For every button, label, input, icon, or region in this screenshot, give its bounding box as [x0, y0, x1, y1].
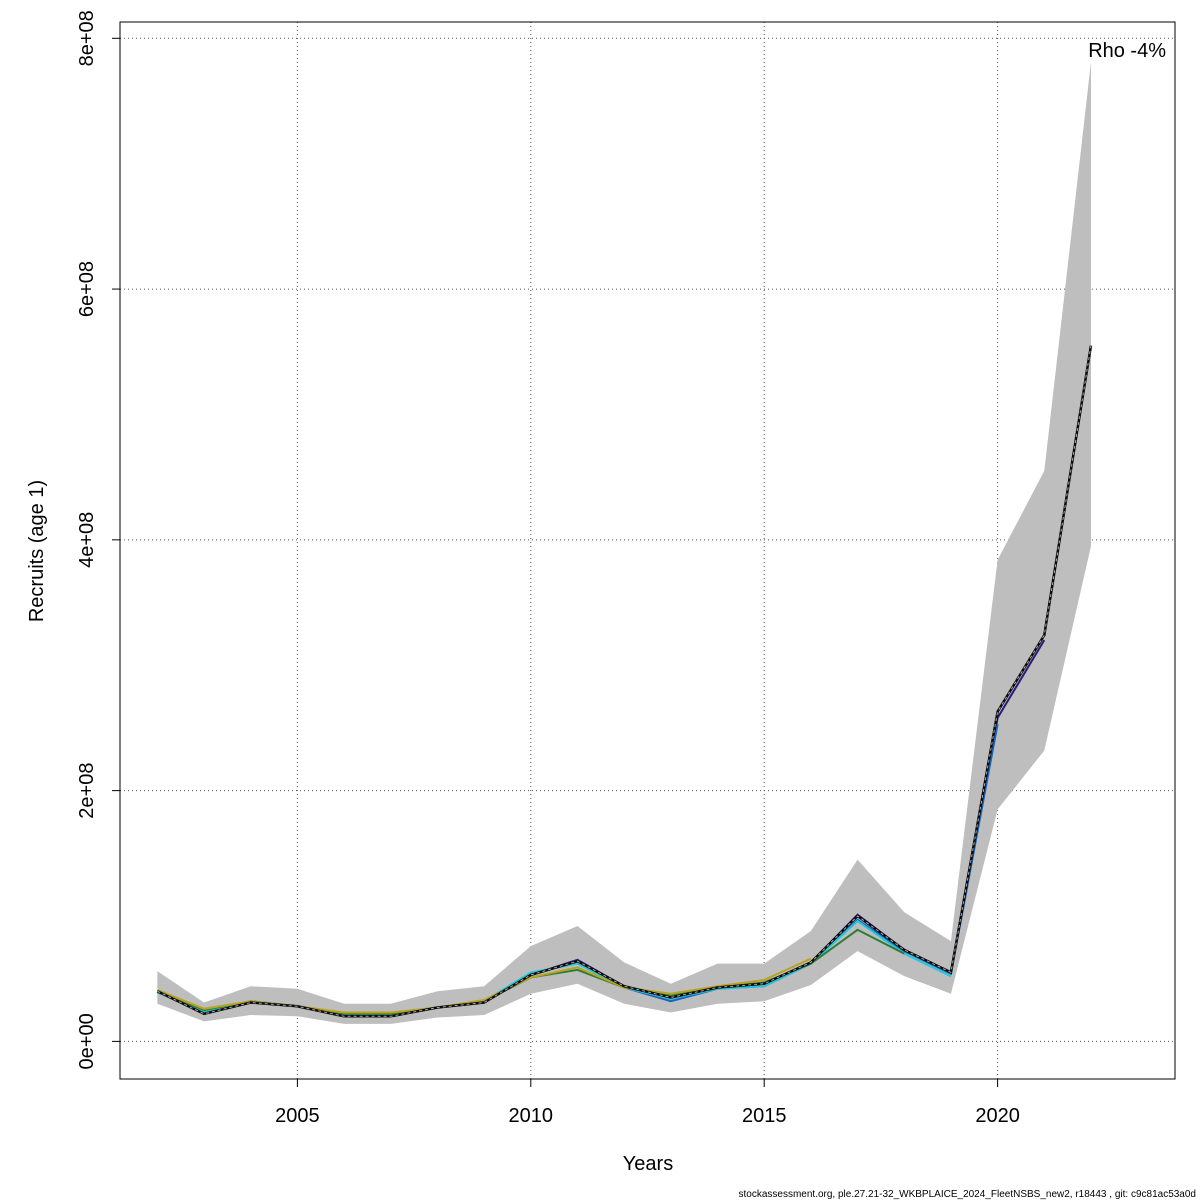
x-tick-label-2015: 2015 [742, 1105, 787, 1127]
series-line-0 [157, 345, 1092, 1017]
x-axis-title: Years [623, 1153, 673, 1175]
plot-frame [119, 21, 1176, 1080]
footer-text: stockassessment.org, ple.27.21-32_WKBPLA… [739, 1189, 1197, 1200]
annotation-rho: Rho -4% [1088, 40, 1166, 62]
x-tick-label-2020: 2020 [975, 1105, 1020, 1127]
x-axis: 2005 2010 2015 2020 [275, 1079, 1020, 1127]
series-lines [156, 345, 1093, 1018]
y-tick-label-4e+08: 4e+08 [76, 512, 98, 568]
x-tick-label-2010: 2010 [509, 1105, 554, 1127]
y-tick-label-2e+08: 2e+08 [76, 763, 98, 819]
y-axis: 0e+00 2e+08 4e+08 6e+08 8e+08 [76, 10, 120, 1069]
y-axis-title: Recruits (age 1) [26, 480, 48, 622]
grid-lines [120, 22, 1175, 1079]
y-tick-label-6e+08: 6e+08 [76, 261, 98, 317]
y-tick-label-8e+08: 8e+08 [76, 10, 98, 66]
x-tick-label-2005: 2005 [275, 1105, 320, 1127]
y-tick-label-0e+00: 0e+00 [76, 1013, 98, 1069]
